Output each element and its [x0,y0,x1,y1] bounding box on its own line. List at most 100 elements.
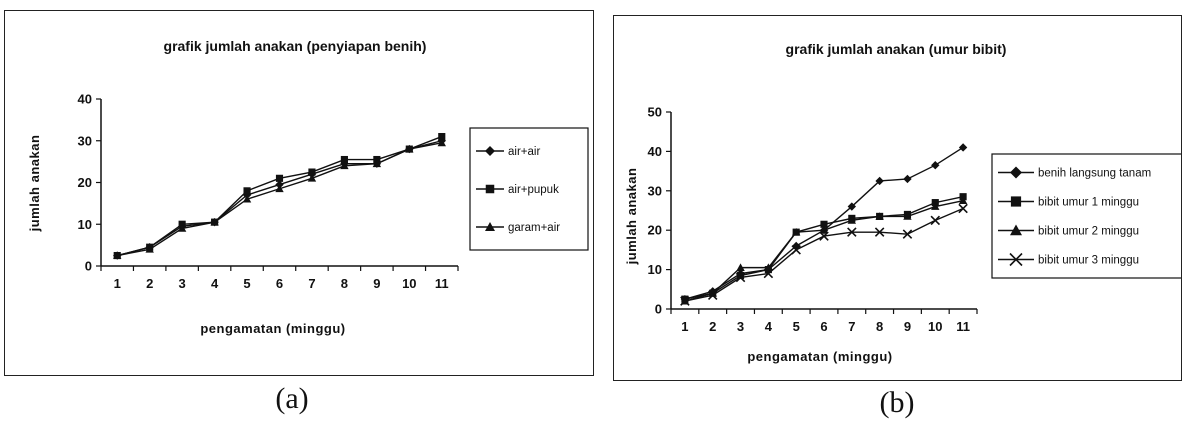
chart-b-series-1-point [958,143,968,152]
chart-b-series-4-point [874,227,885,237]
chart-b-x-tick-label: 4 [765,319,773,334]
chart-a-y-tick-label: 30 [78,133,92,148]
chart-a-series-3-point [275,184,284,193]
chart-b-y-tick-label: 0 [655,302,662,317]
chart-b-y-tick-label: 40 [648,144,662,159]
chart-b-title: grafik jumlah anakan (umur bibit) [786,41,1007,57]
chart-a-x-tick-label: 10 [402,276,416,291]
chart-a-x-tick-label: 6 [276,276,283,291]
chart-b-x-tick-label: 10 [928,319,942,334]
chart-b-legend-label-1: benih langsung tanam [1038,168,1151,180]
chart-a-series-2-point [438,133,446,141]
chart-a-group: grafik jumlah anakan (penyiapan benih) 0 1… [27,38,589,336]
chart-b-series-1-point [875,176,884,186]
chart-b-legend-marker-2 [1010,196,1022,207]
chart-a-legend-label-1: air+air [508,146,540,158]
chart-a-series-3-point [307,174,317,182]
chart-b-series-2-point [736,271,745,280]
caption-a: (a) [275,382,309,415]
chart-b-x-tick-label: 5 [793,319,800,334]
chart-b-series-3-point [791,227,801,236]
chart-a-series-3-point [437,138,446,147]
chart-b-x-tick-label: 9 [904,319,911,334]
chart-a-series-3-point [340,161,349,170]
chart-a-x-tick-label: 4 [211,276,219,291]
chart-a-series-3-point [405,144,414,153]
chart-a-x-tick-label: 8 [341,276,348,291]
chart-a-x-tick-label: 11 [435,276,449,291]
chart-b-series-2-point [820,220,828,228]
chart-b-legend-marker-3 [1010,224,1022,236]
chart-b-legend-label-3: bibit umur 2 minggu [1038,226,1139,238]
chart-b-y-tick-label: 20 [648,223,662,238]
chart-a-series-3-point [145,245,154,253]
chart-a-x-tick-label: 5 [243,276,250,291]
chart-b-series-1-point [847,202,857,211]
chart-b-series-3-point [764,263,773,271]
chart-a-y-tick-label: 10 [78,217,92,232]
chart-b-series-3-point [875,212,884,220]
chart-b-x-tick-label: 7 [848,319,855,334]
chart-b-series-1-point [931,160,940,170]
chart-b-svg: grafik jumlah anakan (umur bibit) 0 10 20 30… [624,41,1181,364]
chart-b-series-4-point [958,203,968,214]
chart-a-legend-label-2: air+pupuk [508,184,559,196]
chart-b-series-3-point [903,212,912,220]
chart-b-legend-marker-4 [1009,252,1023,267]
chart-panel-a: grafik jumlah anakan (penyiapan benih) 0 1… [4,10,594,376]
chart-b-y-axis-label: jumlah anakan [624,168,639,266]
chart-a-y-axis-label: jumlah anakan [27,135,42,233]
chart-b-x-tick-label: 3 [737,319,744,334]
chart-b-series-4-point [902,229,913,239]
chart-b-y-tick-label: 30 [648,183,662,198]
chart-b-group: grafik jumlah anakan (umur bibit) 0 10 20 30… [624,41,1181,364]
chart-b-x-tick-label: 6 [820,319,827,334]
chart-b-y-tick-label: 50 [648,105,662,120]
chart-a-x-axis-label: pengamatan (minggu) [200,321,345,336]
chart-a-title: grafik jumlah anakan (penyiapan benih) [164,38,427,54]
chart-b-series-3-point [708,289,717,297]
chart-a-series-2-point [340,155,348,164]
chart-b-series-4-point [819,231,829,241]
chart-b-legend-label-2: bibit umur 1 minggu [1038,197,1139,209]
chart-a-series-2-point [308,168,316,176]
chart-a-x-tick-label: 2 [146,276,153,291]
chart-a-series-2-point [243,187,251,195]
caption-b: (b) [879,386,915,419]
chart-b-series-1-point [903,174,912,184]
chart-a-series-2-point [275,174,284,182]
chart-b-series-4-point [763,268,774,279]
chart-b-series-4-point [707,290,718,300]
chart-a-legend-marker-3 [485,222,495,231]
chart-a-x-tick-label: 7 [308,276,315,291]
chart-a-svg: grafik jumlah anakan (penyiapan benih) 0 1… [27,38,589,336]
chart-b-x-tick-label: 1 [681,319,688,334]
chart-b-legend-marker-1 [1010,166,1022,179]
chart-b-series-3-point [847,216,857,224]
chart-a-series-3-point [177,224,187,232]
chart-b-legend-box [991,153,1181,279]
chart-b-series-4-point [680,296,690,306]
chart-b-series-4-point [847,227,857,237]
chart-a-series-3-point [113,251,122,259]
chart-b-x-tick-label: 2 [709,319,716,334]
chart-b-x-axis-label: pengamatan (minggu) [747,349,892,364]
chart-b-series-3-point [931,202,940,210]
chart-a-x-tick-label: 9 [373,276,380,291]
chart-a-y-tick-label: 0 [85,259,92,274]
chart-b-series-4-point [735,272,746,283]
chart-a-y-tick-label: 40 [78,92,92,107]
chart-b-series-3-point [819,226,829,234]
chart-a-legend-marker-2 [485,184,495,194]
chart-b-series-3-point [958,196,968,205]
chart-a-legend-marker-1 [485,146,495,156]
chart-b-x-tick-label: 8 [876,319,883,334]
chart-b-series-3-point [736,263,745,271]
chart-a-series-3-point [210,217,219,226]
chart-a-series-line-2 [117,135,443,257]
chart-a-series-line-3 [117,142,442,257]
chart-b-legend-label-4: bibit umur 3 minggu [1038,255,1139,267]
chart-panel-b: grafik jumlah anakan (umur bibit) 0 10 20 30… [613,15,1182,381]
chart-b-series-4-point [930,215,941,226]
chart-a-legend-label-3: garam+air [508,222,560,234]
